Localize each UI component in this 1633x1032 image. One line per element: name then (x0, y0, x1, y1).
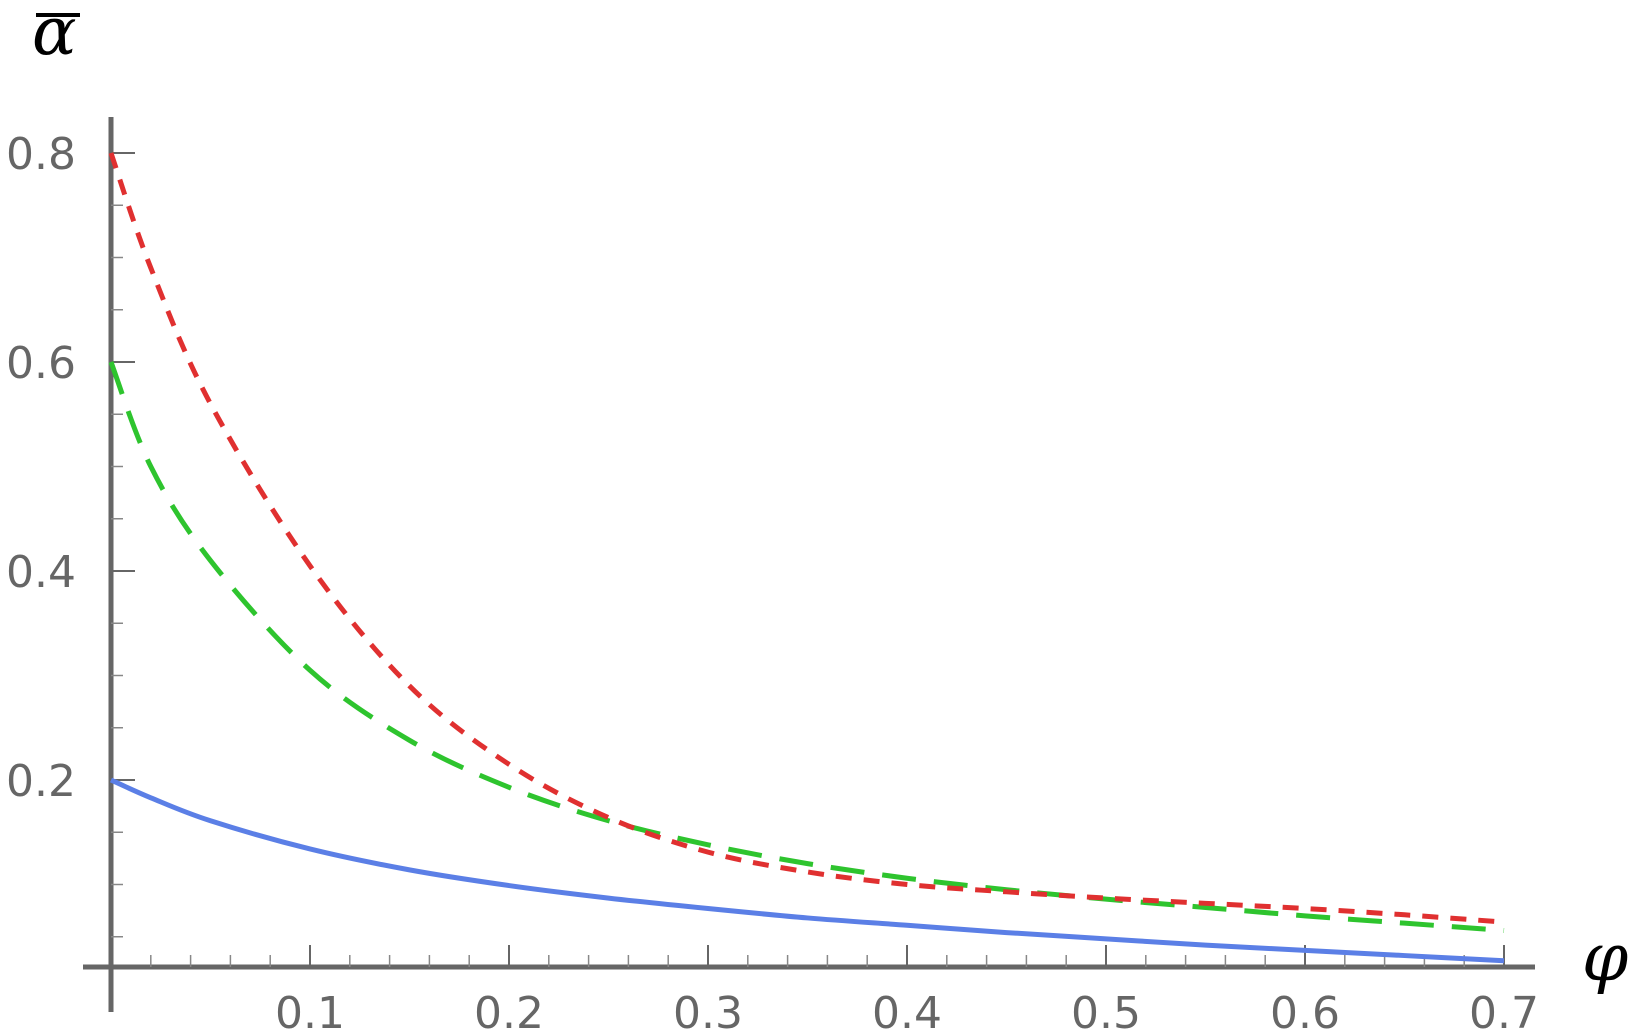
y-axis-label: α (32, 0, 77, 70)
x-tick-label: 0.1 (275, 988, 345, 1032)
y-tick-label: 0.2 (6, 756, 76, 807)
x-tick-label: 0.2 (474, 988, 544, 1032)
x-tick-label: 0.3 (673, 988, 743, 1032)
y-tick-label: 0.4 (6, 547, 76, 598)
axes (83, 117, 1535, 1012)
ticks: 0.1 0.2 0.3 0.4 0.5 0.6 0.7 0.2 0.4 0.6 0.8 (6, 129, 1539, 1032)
y-tick-label: 0.8 (6, 129, 76, 180)
x-axis-label: φ (1582, 919, 1628, 996)
y-tick-label: 0.6 (6, 338, 76, 389)
x-tick-label: 0.5 (1071, 988, 1141, 1032)
series (108, 152, 1505, 964)
series-line-1 (109, 777, 1505, 964)
series-line-3 (108, 152, 1505, 925)
x-tick-label: 0.6 (1270, 988, 1340, 1032)
labels: α φ (32, 0, 1628, 996)
x-tick-label: 0.7 (1469, 988, 1539, 1032)
x-tick-label: 0.4 (872, 988, 942, 1032)
series-line-2 (108, 361, 1505, 933)
